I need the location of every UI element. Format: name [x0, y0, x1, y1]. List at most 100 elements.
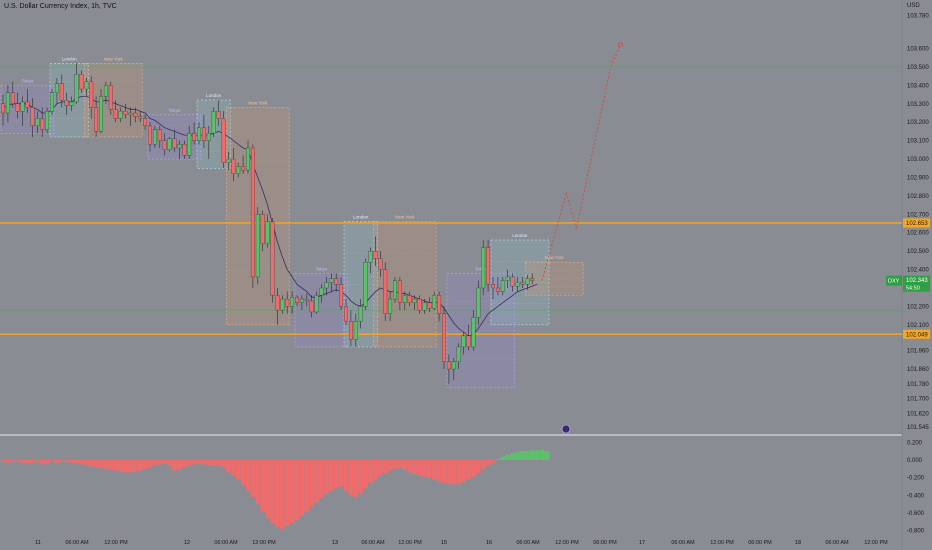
oscillator-bar: [137, 460, 143, 471]
candle-body: [476, 287, 481, 318]
time-axis-tick: 06:00 PM: [748, 540, 772, 546]
oscillator-bar: [147, 460, 153, 468]
candle-body: [197, 127, 201, 141]
oscillator-bar: [319, 460, 324, 498]
oscillator-bar: [402, 460, 408, 470]
candle-body: [290, 297, 295, 307]
candle-body: [368, 251, 373, 263]
time-axis-tick: 06:00 AM: [65, 540, 89, 546]
candle-body: [143, 118, 148, 127]
oscillator-bar: [485, 460, 491, 466]
oscillator-bar: [54, 460, 60, 463]
candle-body: [1, 103, 5, 114]
candle-body: [15, 103, 20, 112]
candle-body: [241, 166, 246, 171]
oscillator-bar: [196, 460, 202, 464]
candle-body: [353, 321, 358, 340]
candle-body: [187, 133, 192, 156]
oscillator-axis-tick: 0.000: [907, 458, 923, 464]
oscillator-bar: [226, 460, 231, 473]
oscillator-bar: [250, 460, 256, 498]
oscillator-bar: [206, 460, 212, 466]
candle-body: [182, 144, 187, 156]
candle-body: [270, 221, 275, 296]
oscillator-bar: [382, 460, 388, 474]
oscillator-bar: [490, 460, 496, 463]
candle-body: [231, 158, 236, 174]
oscillator-bar: [275, 460, 280, 528]
candle-body: [265, 221, 270, 244]
candle-body: [157, 129, 162, 141]
oscillator-bar: [343, 460, 349, 491]
oscillator-bar: [64, 460, 69, 462]
candle-body: [363, 262, 368, 307]
oscillator-bar: [539, 449, 545, 461]
candle-body: [69, 101, 74, 106]
event-marker-icon: [561, 424, 571, 434]
candle-body: [299, 298, 304, 303]
current-price-tag: [903, 275, 930, 292]
oscillator-bar: [505, 454, 510, 461]
oscillator-bar: [103, 460, 109, 469]
oscillator-bar: [436, 460, 442, 482]
oscillator-bar: [69, 460, 74, 463]
oscillator-bar: [348, 460, 354, 496]
candle-body: [412, 298, 417, 303]
session-label: Tokyo: [475, 266, 487, 271]
oscillator-bar: [162, 460, 167, 464]
symbol-tag-label: DXY: [888, 279, 900, 285]
oscillator-bar: [88, 460, 94, 467]
candle-body: [89, 81, 94, 108]
candle-body: [471, 317, 476, 348]
oscillator-bar: [329, 460, 334, 491]
symbol-tag: [886, 275, 902, 286]
candle-body: [505, 276, 510, 281]
price-axis-tick: 103.100: [907, 139, 929, 145]
oscillator-bar: [98, 460, 104, 468]
candle-body: [304, 298, 309, 302]
candle-body: [466, 335, 471, 348]
oscillator-bar: [515, 452, 520, 461]
time-axis-tick: 06:00 AM: [825, 540, 849, 546]
time-axis-tick: 12: [184, 540, 190, 546]
oscillator-bar: [368, 460, 373, 483]
oscillator-bar: [324, 460, 329, 494]
oscillator-bar: [309, 460, 314, 507]
time-axis-tick: 12:00 PM: [555, 540, 579, 546]
candle-body: [192, 133, 197, 141]
candle-body: [295, 297, 299, 303]
candle-body: [510, 276, 515, 287]
oscillator-bar: [177, 460, 182, 469]
time-axis-tick: 11: [35, 540, 41, 546]
candle-body: [339, 284, 344, 307]
oscillator-axis-tick: -0.800: [907, 529, 925, 535]
oscillator-bar: [152, 460, 158, 466]
candle-body: [515, 282, 520, 287]
candle-body: [206, 133, 211, 141]
oscillator-bar: [25, 460, 30, 464]
oscillator-bar: [363, 460, 368, 489]
candle-body: [442, 313, 446, 362]
price-axis-currency: USD: [907, 3, 920, 9]
key-level-label: 102.049: [906, 332, 928, 338]
oscillator-axis-tick: -0.600: [907, 511, 925, 517]
price-axis-tick: 103.200: [907, 120, 929, 126]
oscillator-bar: [422, 460, 427, 477]
candle-body: [162, 140, 167, 150]
candle-body: [388, 298, 393, 314]
candle-body: [201, 127, 206, 141]
price-axis-tick: 103.780: [907, 13, 929, 19]
candle-body: [309, 300, 314, 313]
candle-body: [250, 147, 255, 278]
oscillator-bar: [231, 460, 236, 476]
candle-body: [50, 92, 54, 112]
price-axis-tick: 102.500: [907, 249, 929, 255]
candle-body: [74, 74, 79, 103]
candle-body: [5, 92, 10, 114]
session-label: New York: [545, 255, 565, 260]
oscillator-bar: [216, 460, 221, 466]
time-axis-tick: 12:00 PM: [710, 540, 734, 546]
oscillator-bar: [221, 460, 226, 468]
candle-body: [422, 302, 427, 311]
